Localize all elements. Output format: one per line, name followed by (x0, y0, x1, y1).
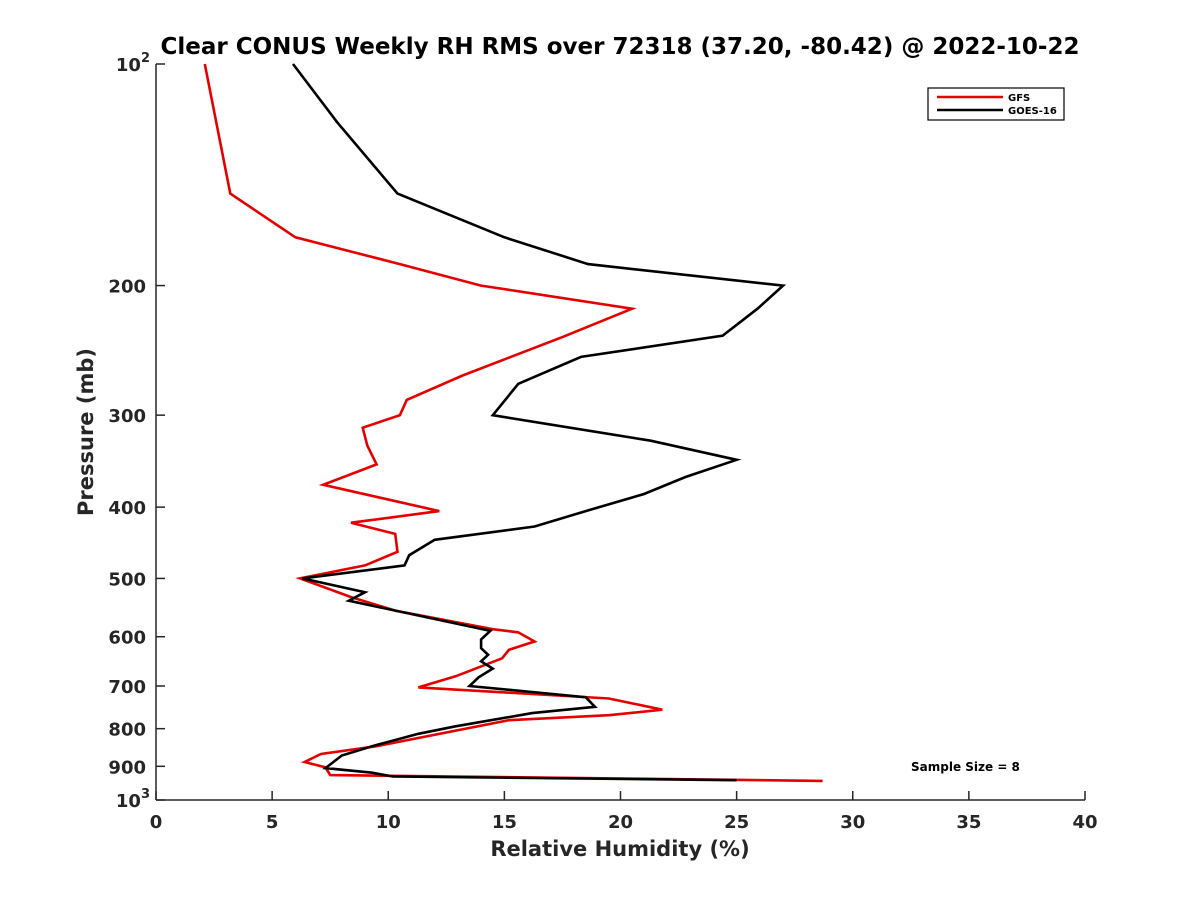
x-ticks: 0 5 10 15 20 25 30 35 40 (150, 791, 1098, 833)
x-tick-label: 15 (492, 812, 517, 833)
x-tick-label: 10 (376, 812, 401, 833)
legend-label-gfs: GFS (1008, 93, 1030, 104)
series-layer (203, 63, 823, 783)
y-tick-label: 500 (108, 569, 146, 590)
y-ticks: 102 200 300 400 500 600 700 800 900 103 (108, 51, 165, 812)
series-line-gfs (203, 63, 823, 783)
legend-box (927, 87, 1065, 121)
y-tick-label: 900 (108, 757, 146, 778)
y-tick-label: 102 (116, 51, 150, 76)
x-tick-label: 25 (724, 812, 749, 833)
series-line-goes16 (291, 63, 787, 782)
legend-label-goes16: GOES-16 (1008, 106, 1057, 117)
legend: GFS GOES-16 (927, 87, 1065, 121)
x-axis-label: Relative Humidity (%) (490, 837, 749, 861)
y-tick-label: 800 (108, 720, 146, 741)
chart-title: Clear CONUS Weekly RH RMS over 72318 (37… (161, 34, 1080, 60)
sample-size-annotation: Sample Size = 8 (911, 760, 1020, 774)
x-tick-label: 5 (266, 812, 279, 833)
x-tick-label: 40 (1072, 812, 1097, 833)
y-tick-label: 300 (108, 406, 146, 427)
x-tick-label: 35 (956, 812, 981, 833)
y-tick-label: 400 (108, 498, 146, 519)
x-tick-label: 0 (150, 812, 163, 833)
y-tick-label: 103 (116, 787, 150, 812)
y-tick-label: 700 (108, 677, 146, 698)
y-axis-label: Pressure (mb) (74, 348, 98, 516)
x-tick-label: 20 (608, 812, 633, 833)
y-tick-label: 200 (108, 277, 146, 298)
y-tick-label: 600 (108, 628, 146, 649)
x-tick-label: 30 (840, 812, 865, 833)
